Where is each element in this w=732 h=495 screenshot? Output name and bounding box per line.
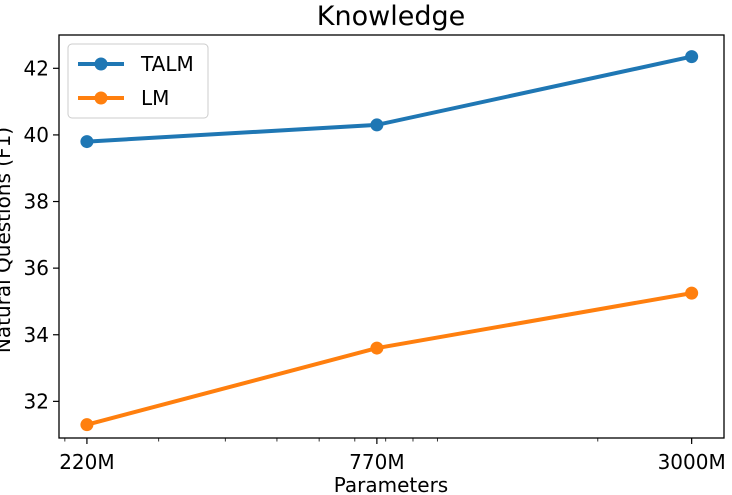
data-point-lm [80, 418, 94, 432]
data-point-talm [685, 50, 699, 64]
y-axis-label: Natural Questions (F1) [0, 127, 15, 353]
legend-label-lm: LM [141, 86, 169, 110]
y-tick-label: 32 [24, 389, 49, 413]
y-tick-label: 42 [24, 56, 49, 80]
series-line-lm [86, 291, 693, 427]
y-tick-label: 34 [24, 323, 49, 347]
series-group [80, 50, 699, 432]
y-tick-label: 36 [24, 256, 49, 280]
chart-title: Knowledge [317, 1, 465, 32]
y-tick-label: 38 [24, 190, 49, 214]
data-point-lm [685, 286, 699, 300]
legend-label-talm: TALM [140, 52, 194, 76]
x-axis-label: Parameters [334, 473, 448, 495]
x-tick-label: 770M [349, 450, 404, 474]
plot-frame [58, 34, 725, 439]
data-point-lm [370, 341, 384, 355]
legend: TALM LM [67, 43, 209, 119]
x-tick-label: 3000M [658, 450, 726, 474]
data-point-talm [80, 135, 94, 149]
legend-marker-lm [94, 91, 108, 105]
x-tick-label: 220M [59, 450, 114, 474]
axes-group: 32 34 36 38 40 42 220M 770M 3000M [24, 56, 726, 474]
legend-marker-talm [94, 57, 108, 71]
y-tick-label: 40 [24, 123, 49, 147]
data-point-talm [370, 118, 384, 132]
